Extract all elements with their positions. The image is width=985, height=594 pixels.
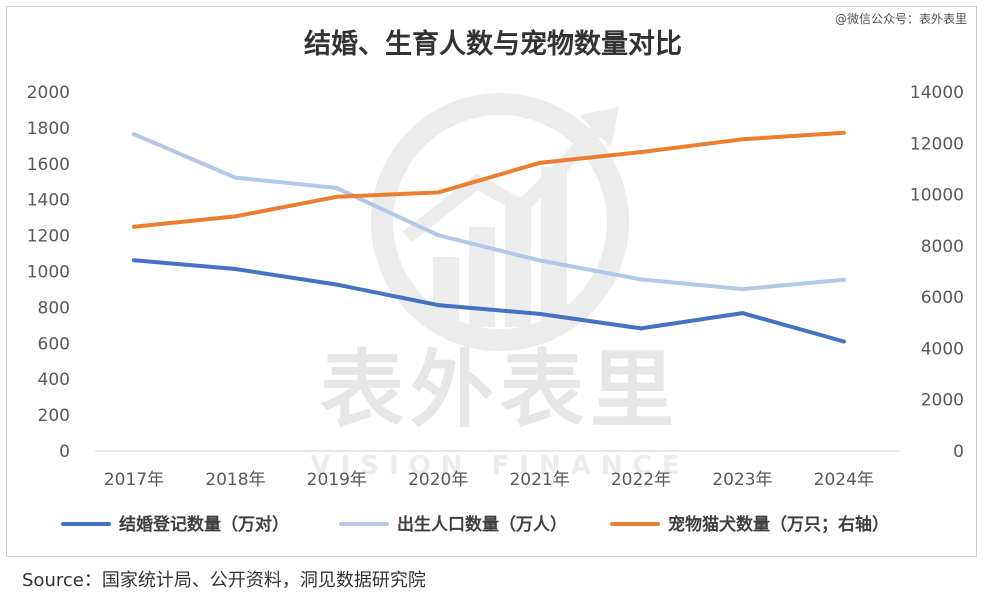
watermark-en: VISION FINANCE <box>310 451 689 481</box>
x-tick-label: 2017年 <box>104 470 164 490</box>
y-left-tick-label: 800 <box>38 298 70 318</box>
y-right-tick-label: 12000 <box>910 134 964 154</box>
x-tick-label: 2020年 <box>408 470 468 490</box>
series-2-point <box>436 190 441 195</box>
series-0-point <box>841 339 846 344</box>
series-lines <box>132 130 846 344</box>
y-right-tick-label: 8000 <box>921 237 964 257</box>
y-left-tick-label: 200 <box>38 406 70 426</box>
x-tick-label: 2019年 <box>307 470 367 490</box>
series-2-point <box>132 224 136 229</box>
y-left-tick-label: 1800 <box>27 119 70 139</box>
chart-frame: 表外表里 VISION FINANCE @微信公众号：表外表里 结婚、生育人数与… <box>6 6 977 557</box>
series-line-0 <box>132 258 846 344</box>
series-1-point <box>841 277 846 282</box>
y-left-tick-label: 1000 <box>27 263 70 283</box>
series-0-point <box>436 303 441 308</box>
series-2-point <box>334 194 339 199</box>
y-right-tick-label: 4000 <box>921 339 964 359</box>
source-note: Source：国家统计局、公开资料，洞见数据研究院 <box>22 570 426 591</box>
series-0-point <box>537 311 542 316</box>
credit-text: @微信公众号：表外表里 <box>835 12 967 26</box>
y-right-tick-label: 0 <box>953 442 964 462</box>
series-1-point <box>537 258 542 263</box>
watermark-cn: 表外表里 <box>320 341 680 439</box>
y-left-tick-label: 1400 <box>27 191 70 211</box>
y-left-axis: 0 200 400 600 800 1000 1200 1400 1600 1800 2000 <box>27 83 70 462</box>
legend: 结婚登记数量（万对） 出生人口数量（万人） 宠物猫犬数量（万只；右轴） <box>61 514 889 535</box>
chart-title: 结婚、生育人数与宠物数量对比 <box>304 28 682 60</box>
legend-label-0: 结婚登记数量（万对） <box>119 514 289 535</box>
y-left-tick-label: 600 <box>38 334 70 354</box>
series-1-point <box>132 132 136 137</box>
series-line-1 <box>132 132 846 292</box>
y-left-tick-label: 1200 <box>27 227 70 247</box>
series-1-point <box>740 287 745 292</box>
x-tick-label: 2018年 <box>205 470 265 490</box>
watermark: 表外表里 VISION FINANCE <box>310 93 689 481</box>
series-0-point <box>639 326 643 331</box>
watermark-arrow <box>402 117 611 243</box>
x-tick-label: 2024年 <box>814 470 874 490</box>
y-right-tick-label: 14000 <box>910 83 964 103</box>
series-0-point <box>740 311 745 316</box>
x-tick-label: 2023年 <box>712 470 772 490</box>
series-1-point <box>639 277 643 282</box>
series-line-2 <box>132 130 846 229</box>
series-0-point <box>233 267 238 271</box>
watermark-arrowhead <box>579 107 619 147</box>
x-tick-label: 2021年 <box>509 470 569 490</box>
series-1-point <box>233 175 238 180</box>
series-2-point <box>639 150 643 155</box>
y-left-tick-label: 1600 <box>27 155 70 175</box>
legend-label-2: 宠物猫犬数量（万只；右轴） <box>668 514 889 535</box>
series-0-point <box>334 282 339 287</box>
series-1-point <box>334 186 339 190</box>
legend-label-1: 出生人口数量（万人） <box>397 514 567 535</box>
y-right-tick-label: 6000 <box>921 288 964 308</box>
y-right-axis: 0 2000 4000 6000 8000 10000 12000 14000 <box>910 83 964 462</box>
line-chart: 表外表里 VISION FINANCE @微信公众号：表外表里 结婚、生育人数与… <box>27 12 967 535</box>
y-left-tick-label: 2000 <box>27 83 70 103</box>
series-2-point <box>841 130 846 135</box>
series-0-point <box>132 258 136 263</box>
series-2-point <box>233 214 238 219</box>
series-2-point <box>537 160 542 165</box>
watermark-ring <box>371 93 629 351</box>
x-axis: 2017年 2018年 2019年 2020年 2021年 2022年 2023年 2024年 <box>104 470 874 490</box>
series-2-point <box>740 137 745 142</box>
x-tick-label: 2022年 <box>611 470 671 490</box>
series-1-point <box>436 233 441 238</box>
y-left-tick-label: 400 <box>38 370 70 390</box>
y-right-tick-label: 2000 <box>921 391 964 411</box>
y-left-tick-label: 0 <box>59 442 70 462</box>
y-right-tick-label: 10000 <box>910 186 964 206</box>
